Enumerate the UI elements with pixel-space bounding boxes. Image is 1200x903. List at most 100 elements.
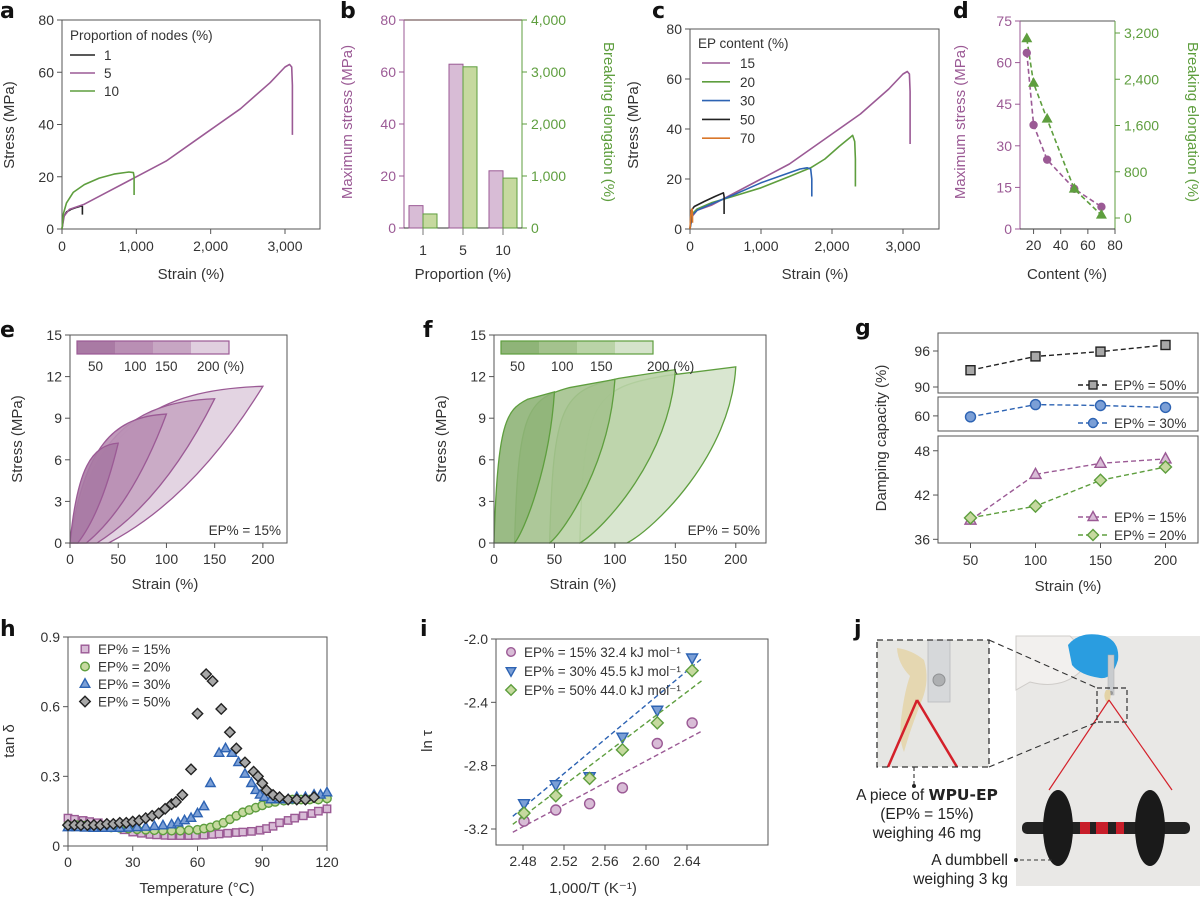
y-axis-label: Maximum stress (MPa) bbox=[952, 45, 969, 199]
series-line bbox=[970, 458, 1166, 521]
y-tick-label: 60 bbox=[914, 408, 930, 424]
y-tick-label: 40 bbox=[38, 117, 54, 133]
colorbar-segment bbox=[615, 341, 653, 354]
y-tick-label: 80 bbox=[380, 12, 396, 28]
data-point bbox=[223, 828, 233, 838]
legend-marker bbox=[1087, 417, 1099, 429]
data-point bbox=[260, 784, 273, 797]
colorbar-label: 200 (%) bbox=[197, 359, 244, 374]
y-tick-label: 20 bbox=[380, 168, 396, 184]
colorbar-segment bbox=[501, 341, 539, 354]
legend-activation-energy: 45.5 kJ mol⁻¹ bbox=[600, 664, 681, 679]
x-tick-label: 90 bbox=[254, 854, 270, 870]
y-tick-label: 60 bbox=[996, 55, 1012, 71]
data-point bbox=[275, 818, 284, 828]
series-line bbox=[970, 466, 1166, 519]
inset-metal-clamp bbox=[927, 639, 951, 703]
legend-title: EP content (%) bbox=[698, 36, 789, 51]
panel-label: e bbox=[0, 318, 15, 343]
y-tick-label: 12 bbox=[46, 369, 62, 385]
legend-marker bbox=[505, 667, 517, 678]
y-tick-label: 80 bbox=[666, 21, 682, 37]
y2-axis-label: Breaking elongation (%) bbox=[1184, 42, 1200, 202]
annotation-text: EP% = 50% bbox=[688, 523, 760, 538]
y-axis-label: Maximum stress (MPa) bbox=[339, 45, 356, 199]
y-tick-label: 0 bbox=[54, 535, 62, 551]
specimen-pointer-dot bbox=[912, 784, 916, 788]
y-tick-label: 96 bbox=[914, 343, 930, 359]
x-tick-label: 2,000 bbox=[193, 238, 228, 254]
x-tick-label: 0 bbox=[64, 854, 72, 870]
subplot-frame bbox=[937, 332, 1199, 394]
y-tick-label: 6 bbox=[54, 452, 62, 468]
panel-label: h bbox=[0, 617, 16, 642]
data-point bbox=[204, 776, 217, 788]
chart-f: 0 50 100 150 200 0 3 6 9 12 15 Strain (%) Stress (MP… bbox=[433, 327, 767, 593]
y-tick-label: 3 bbox=[478, 493, 486, 509]
y-tick-label: 60 bbox=[666, 71, 682, 87]
data-point bbox=[1093, 455, 1108, 469]
bar-grip-red bbox=[1096, 822, 1108, 834]
data-point bbox=[191, 707, 204, 720]
legend-label: EP% = 30% bbox=[98, 677, 170, 692]
panel-label: d bbox=[953, 0, 969, 24]
x-tick-label: 150 bbox=[203, 551, 227, 567]
specimen-caption-line3: weighing 46 mg bbox=[872, 825, 982, 842]
y-axis-label: tan δ bbox=[1, 724, 18, 757]
specimen-caption-line2: (EP% = 15%) bbox=[880, 806, 973, 823]
legend-label: EP% = 20% bbox=[1114, 528, 1186, 543]
metal-clamp bbox=[1107, 654, 1115, 696]
colorbar-label: 50 bbox=[510, 359, 525, 374]
data-point bbox=[685, 653, 699, 666]
x-tick-label: 3,000 bbox=[885, 238, 920, 254]
y-tick-label: -2.4 bbox=[464, 694, 488, 710]
data-point bbox=[219, 741, 232, 753]
x-tick-label: 120 bbox=[315, 854, 339, 870]
data-point bbox=[313, 806, 323, 816]
x-tick-label: 1,000 bbox=[743, 238, 778, 254]
legend-label: EP% = 50% bbox=[1114, 378, 1186, 393]
data-point bbox=[1028, 466, 1043, 480]
colorbar-label: 100 bbox=[124, 359, 147, 374]
y2-tick-label: 0 bbox=[531, 220, 539, 236]
y2-tick-label: 800 bbox=[1124, 164, 1148, 180]
data-point bbox=[964, 411, 977, 423]
stress-point bbox=[1042, 155, 1052, 164]
series-line-70 bbox=[689, 208, 694, 230]
data-point bbox=[1095, 346, 1106, 357]
chart-h: 0 30 60 90 120 0 0.3 0.6 0.9 Temperature (°C) tan … bbox=[1, 629, 339, 897]
data-point bbox=[139, 820, 152, 831]
elongation-point bbox=[1068, 182, 1080, 193]
x-axis-label: Proportion (%) bbox=[415, 266, 512, 283]
data-point bbox=[583, 797, 596, 810]
elongation-point bbox=[1041, 112, 1053, 123]
inset-frame bbox=[876, 639, 990, 768]
data-point bbox=[223, 726, 237, 739]
dumbbell-plate-right bbox=[1135, 790, 1165, 866]
legend-label: EP% = 15% bbox=[1114, 510, 1186, 525]
data-point bbox=[549, 779, 563, 793]
fit-line bbox=[512, 730, 703, 833]
annotation-text: EP% = 15% bbox=[209, 523, 281, 538]
data-point bbox=[1029, 398, 1042, 411]
y-tick-label: 45 bbox=[996, 96, 1012, 112]
legend-title: Proportion of nodes (%) bbox=[70, 28, 213, 43]
bar-stress-10 bbox=[488, 170, 504, 229]
data-point bbox=[245, 776, 258, 788]
fit-line bbox=[512, 657, 703, 817]
stress-point bbox=[1022, 48, 1031, 58]
x-tick-label: 150 bbox=[1089, 552, 1113, 568]
stress-point bbox=[1029, 120, 1038, 130]
y-tick-label: 20 bbox=[38, 169, 54, 185]
data-point bbox=[298, 811, 308, 821]
y2-tick-label: 1,600 bbox=[1124, 118, 1159, 134]
blue-glove bbox=[1068, 634, 1119, 679]
chart-i: 2.48 2.52 2.56 2.60 2.64 -3.2 -2.8 -2.4 -2.0 1,00… bbox=[419, 631, 769, 897]
colorbar-label: 150 bbox=[155, 359, 178, 374]
elongation-point bbox=[1021, 32, 1033, 43]
data-point bbox=[517, 806, 532, 821]
x-tick-label: 2.64 bbox=[673, 853, 700, 869]
legend-label: EP% = 30% 45.5 kJ mol⁻¹ bbox=[524, 664, 681, 679]
chart-c: 0 1,000 2,000 3,000 0 20 40 60 80 Strain (%) Stres… bbox=[625, 21, 940, 283]
data-point bbox=[582, 771, 597, 786]
